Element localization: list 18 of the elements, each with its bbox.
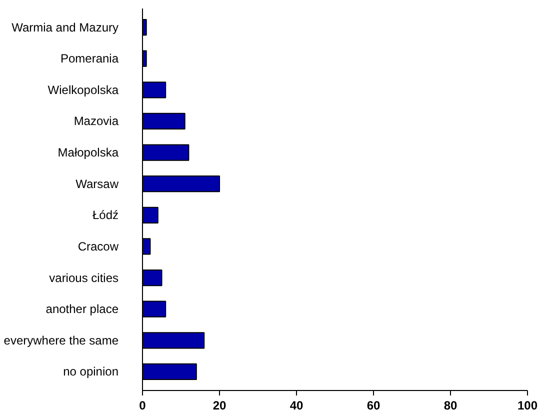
y-tick-label: various cities — [49, 270, 118, 285]
x-tick-label: 80 — [444, 398, 458, 412]
x-tick-label: 0 — [139, 398, 146, 412]
x-tick-label: 60 — [366, 398, 380, 412]
y-tick-label: Wielkopolska — [48, 82, 119, 97]
x-tick-label: 100 — [517, 398, 538, 412]
y-tick-label: Warsaw — [76, 176, 119, 191]
y-tick-label: everywhere the same — [4, 333, 119, 348]
y-tick-label: Cracow — [78, 239, 119, 254]
x-tick-label: 20 — [212, 398, 226, 412]
y-tick-label: Łódź — [92, 208, 119, 222]
y-tick-label: another place — [46, 302, 119, 316]
y-tick-label: Małopolska — [58, 146, 119, 160]
y-tick-label: no opinion — [63, 364, 119, 379]
x-tick-label: 40 — [290, 398, 304, 412]
y-tick-label: Pomerania — [60, 52, 119, 66]
y-tick-label: Mazovia — [74, 114, 119, 128]
y-tick-label: Warmia and Mazury — [12, 20, 119, 34]
